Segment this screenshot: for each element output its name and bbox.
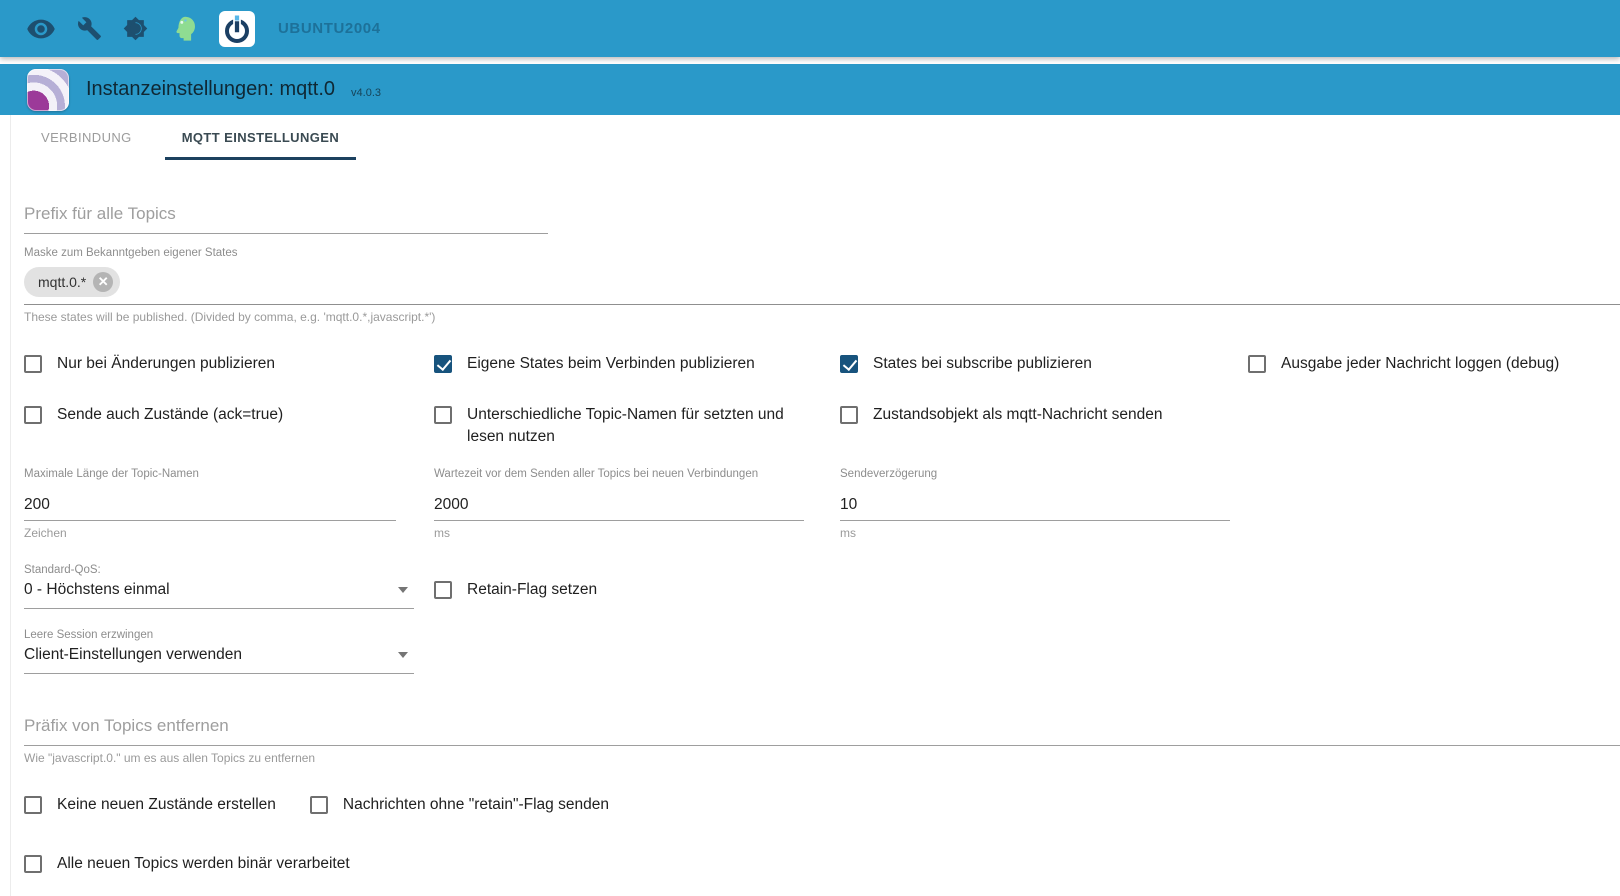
clean-session-dropdown[interactable]: Client-Einstellungen verwenden — [24, 641, 414, 674]
chevron-down-icon — [398, 587, 408, 593]
checkbox-debug-log[interactable]: Ausgabe jeder Nachricht loggen (debug) — [1248, 354, 1620, 375]
tab-verbindung[interactable]: VERBINDUNG — [41, 130, 132, 145]
iobroker-logo[interactable] — [219, 10, 255, 47]
checkbox-binary-topics[interactable]: Alle neuen Topics werden binär verarbeit… — [24, 854, 1620, 875]
clean-session-select: Leere Session erzwingen Client-Einstellu… — [24, 629, 1620, 674]
dialog-header: Instanzeinstellungen: mqtt.0 v4.0.3 — [0, 64, 1620, 115]
checkbox-label: Alle neuen Topics werden binär verarbeit… — [57, 855, 350, 872]
remove-prefix-field — [24, 710, 1620, 746]
prefix-all-topics-input[interactable] — [24, 198, 548, 234]
default-qos-dropdown[interactable]: 0 - Höchstens einmal — [24, 576, 414, 609]
brightness-icon[interactable] — [123, 16, 148, 41]
tab-bar: VERBINDUNG MQTT EINSTELLUNGEN — [24, 115, 1620, 160]
checkbox-box[interactable] — [24, 796, 42, 814]
checkbox-row-3: Keine neuen Zustände erstellen Nachricht… — [24, 795, 1620, 816]
tab-mqtt-einstellungen[interactable]: MQTT EINSTELLUNGEN — [164, 115, 357, 160]
dialog-title: Instanzeinstellungen: mqtt.0 — [86, 78, 336, 100]
send-interval-input[interactable]: 10 — [840, 494, 1230, 521]
checkbox-label: States bei subscribe publizieren — [873, 355, 1092, 372]
checkbox-label: Sende auch Zustände (ack=true) — [57, 406, 284, 423]
field-label: Maximale Länge der Topic-Namen — [24, 468, 199, 480]
checkbox-no-new-states[interactable]: Keine neuen Zustände erstellen — [24, 795, 276, 816]
checkbox-box[interactable] — [1248, 355, 1266, 373]
checkbox-send-without-retain[interactable]: Nachrichten ohne "retain"-Flag senden — [309, 795, 609, 816]
default-qos-select: Standard-QoS: 0 - Höchstens einmal — [24, 564, 434, 609]
publish-mask-label: Maske zum Bekanntgeben eigener States — [24, 247, 238, 259]
prefix-all-topics-field — [24, 198, 548, 234]
publish-mask-field[interactable]: Maske zum Bekanntgeben eigener States mq… — [24, 247, 1620, 305]
checkbox-label: Zustandsobjekt als mqtt-Nachricht senden — [873, 406, 1163, 423]
send-delay-new-connections-input[interactable]: 2000 — [434, 494, 804, 521]
chip-text: mqtt.0.* — [38, 274, 87, 290]
publish-mask-helper: These states will be published. (Divided… — [24, 310, 436, 324]
topbar: UBUNTU2004 — [0, 0, 1620, 57]
send-delay-new-connections-field: Wartezeit vor dem Senden aller Topics be… — [434, 468, 840, 540]
checkbox-label: Keine neuen Zustände erstellen — [57, 796, 276, 813]
field-unit: ms — [840, 526, 856, 540]
field-unit: ms — [434, 526, 450, 540]
checkbox-label: Retain-Flag setzen — [467, 581, 598, 598]
checkbox-box[interactable] — [434, 406, 452, 424]
checkbox-state-object-as-message[interactable]: Zustandsobjekt als mqtt-Nachricht senden — [840, 405, 1248, 448]
checkbox-box[interactable] — [840, 355, 858, 373]
chip-delete-icon[interactable]: ✕ — [93, 272, 114, 292]
checkbox-send-ack-states[interactable]: Sende auch Zustände (ack=true) — [24, 405, 434, 448]
checkbox-different-topic-names[interactable]: Unterschiedliche Topic-Namen für setzten… — [434, 405, 840, 448]
checkbox-publish-own-on-connect[interactable]: Eigene States beim Verbinden publizieren — [434, 354, 840, 375]
checkbox-row-4: Alle neuen Topics werden binär verarbeit… — [24, 854, 1620, 875]
checkbox-row-2: Sende auch Zustände (ack=true) Unterschi… — [24, 405, 1620, 448]
checkbox-box[interactable] — [434, 355, 452, 373]
selected-option: Client-Einstellungen verwenden — [24, 646, 242, 663]
remove-prefix-helper: Wie "javascript.0." um es aus allen Topi… — [24, 751, 316, 765]
checkbox-only-changes[interactable]: Nur bei Änderungen publizieren — [24, 354, 434, 375]
settings-content: VERBINDUNG MQTT EINSTELLUNGEN Maske zum … — [0, 115, 1620, 896]
expert-head-icon[interactable] — [169, 14, 198, 43]
hostname-label: UBUNTU2004 — [278, 20, 381, 37]
checkbox-label: Nachrichten ohne "retain"-Flag senden — [342, 796, 609, 813]
select-label: Standard-QoS: — [24, 564, 101, 576]
field-label: Sendeverzögerung — [840, 468, 938, 480]
field-label: Wartezeit vor dem Senden aller Topics be… — [434, 468, 759, 480]
checkbox-label: Ausgabe jeder Nachricht loggen (debug) — [1281, 355, 1560, 372]
publish-mask-chip: mqtt.0.* ✕ — [24, 267, 121, 297]
checkbox-publish-on-subscribe[interactable]: States bei subscribe publizieren — [840, 354, 1248, 375]
select-label: Leere Session erzwingen — [24, 629, 154, 641]
field-unit: Zeichen — [24, 526, 67, 540]
number-fields-row: Maximale Länge der Topic-Namen 200 Zeich… — [24, 468, 1620, 540]
checkbox-label: Eigene States beim Verbinden publizieren — [467, 355, 755, 372]
eye-icon[interactable] — [26, 14, 56, 44]
remove-prefix-input[interactable] — [24, 710, 1620, 746]
checkbox-box[interactable] — [434, 581, 452, 599]
checkbox-label: Unterschiedliche Topic-Namen für setzten… — [467, 406, 784, 445]
checkbox-retain-flag[interactable]: Retain-Flag setzen — [434, 580, 840, 609]
checkbox-row-1: Nur bei Änderungen publizieren Eigene St… — [24, 354, 1620, 375]
checkbox-box[interactable] — [309, 796, 328, 814]
checkbox-box[interactable] — [840, 406, 858, 424]
mqtt-adapter-icon — [27, 68, 69, 111]
max-topic-length-input[interactable]: 200 — [24, 494, 396, 521]
wrench-icon[interactable] — [77, 16, 102, 41]
max-topic-length-field: Maximale Länge der Topic-Namen 200 Zeich… — [24, 468, 434, 540]
checkbox-label: Nur bei Änderungen publizieren — [57, 355, 276, 372]
checkbox-box[interactable] — [24, 855, 42, 873]
chevron-down-icon — [398, 652, 408, 658]
adapter-version: v4.0.3 — [351, 86, 382, 99]
selected-option: 0 - Höchstens einmal — [24, 581, 170, 598]
checkbox-box[interactable] — [24, 355, 42, 373]
send-interval-field: Sendeverzögerung 10 ms — [840, 468, 1248, 540]
qos-row: Standard-QoS: 0 - Höchstens einmal Retai… — [24, 564, 1620, 609]
checkbox-box[interactable] — [24, 406, 42, 424]
